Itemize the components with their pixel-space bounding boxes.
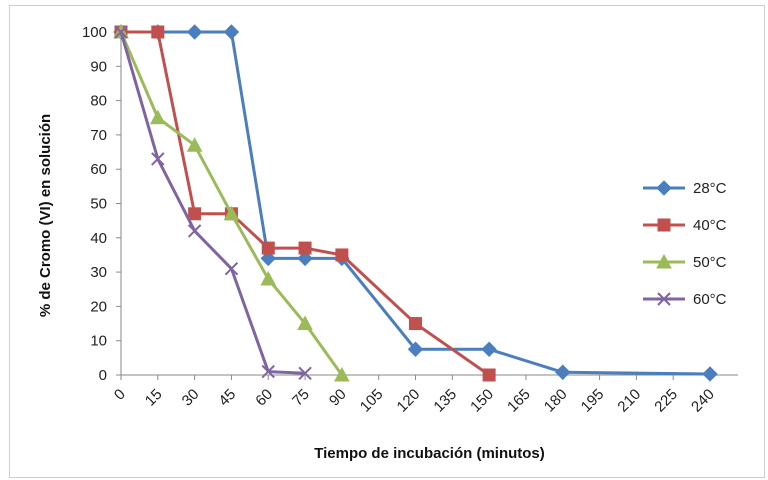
legend-item: 40°C <box>643 217 727 234</box>
data-point <box>261 364 275 379</box>
legend-marker <box>656 253 672 269</box>
data-point <box>334 366 350 382</box>
data-point <box>260 250 276 267</box>
x-tick-label: 15 <box>142 386 166 410</box>
series-line <box>119 31 306 375</box>
x-tick-label: 0 <box>111 386 129 404</box>
x-tick-label: 120 <box>394 386 424 416</box>
y-tick-label: 60 <box>90 161 107 178</box>
legend-label: 28°C <box>693 180 727 197</box>
data-point <box>151 152 165 166</box>
x-tick-label: 165 <box>504 386 534 416</box>
y-tick-label: 90 <box>90 58 107 75</box>
series-3 <box>114 25 312 380</box>
data-point <box>186 137 203 152</box>
series-layer <box>113 23 718 382</box>
x-tick-label: 225 <box>651 386 681 416</box>
legend: 28°C 40°C 50°C 60°C <box>643 180 727 308</box>
data-point <box>223 24 240 40</box>
x-axis-title: Tiempo de incubación (minutos) <box>314 445 545 462</box>
legend-marker <box>656 180 672 196</box>
legend-item: 50°C <box>643 253 727 271</box>
data-point <box>297 315 313 331</box>
data-point <box>261 241 275 255</box>
y-axis-title: % de Cromo (VI) en solución <box>37 114 54 317</box>
legend-label: 50°C <box>693 254 727 271</box>
x-tick-label: 45 <box>215 386 239 410</box>
data-point <box>298 366 312 380</box>
x-tick-label: 135 <box>430 386 460 416</box>
data-point <box>702 366 718 382</box>
x-tick-label: 240 <box>688 386 718 416</box>
series-2 <box>113 23 350 382</box>
x-tick-label: 90 <box>326 386 350 410</box>
y-tick-label: 80 <box>90 93 107 110</box>
data-point <box>335 248 349 262</box>
data-point <box>187 224 202 238</box>
x-tick-label: 210 <box>614 386 644 416</box>
legend-label: 40°C <box>693 217 727 234</box>
series-1 <box>114 25 496 382</box>
legend-marker <box>657 292 671 306</box>
legend-label: 60°C <box>693 291 727 308</box>
data-point <box>482 368 496 382</box>
data-point <box>188 207 202 221</box>
y-tick-label: 20 <box>90 298 107 315</box>
y-tick-label: 50 <box>90 196 107 213</box>
data-point <box>149 109 166 125</box>
legend-item: 60°C <box>643 291 727 308</box>
data-point <box>260 270 277 286</box>
data-point <box>298 241 312 255</box>
x-tick-label: 60 <box>252 386 276 410</box>
data-point <box>224 261 239 276</box>
data-point <box>114 25 128 39</box>
x-tick-label: 180 <box>541 386 571 416</box>
data-point <box>297 250 313 267</box>
data-point <box>223 205 240 221</box>
data-point <box>555 364 571 380</box>
y-axis-ticks: 0 10 20 30 40 50 60 70 80 90 100 <box>82 24 121 384</box>
legend-item: 28°C <box>643 180 727 197</box>
data-point <box>409 317 422 331</box>
x-tick-label: 75 <box>289 386 313 410</box>
data-point <box>186 24 203 40</box>
legend-marker <box>657 218 671 232</box>
data-point <box>407 341 424 357</box>
y-tick-label: 70 <box>90 127 107 144</box>
x-tick-label: 105 <box>357 386 387 416</box>
x-tick-label: 30 <box>179 386 203 410</box>
y-tick-label: 10 <box>90 333 107 350</box>
data-point <box>481 341 497 357</box>
y-tick-label: 40 <box>90 230 107 247</box>
y-tick-label: 0 <box>99 367 107 384</box>
x-tick-label: 150 <box>467 386 497 416</box>
y-tick-label: 100 <box>82 24 107 41</box>
y-tick-label: 30 <box>90 264 107 281</box>
x-axis-ticks: 0 15 30 45 60 75 90 105 120 135 150 165 180 195 210 225… <box>111 375 718 416</box>
data-point <box>151 25 165 39</box>
x-tick-label: 195 <box>578 386 608 416</box>
